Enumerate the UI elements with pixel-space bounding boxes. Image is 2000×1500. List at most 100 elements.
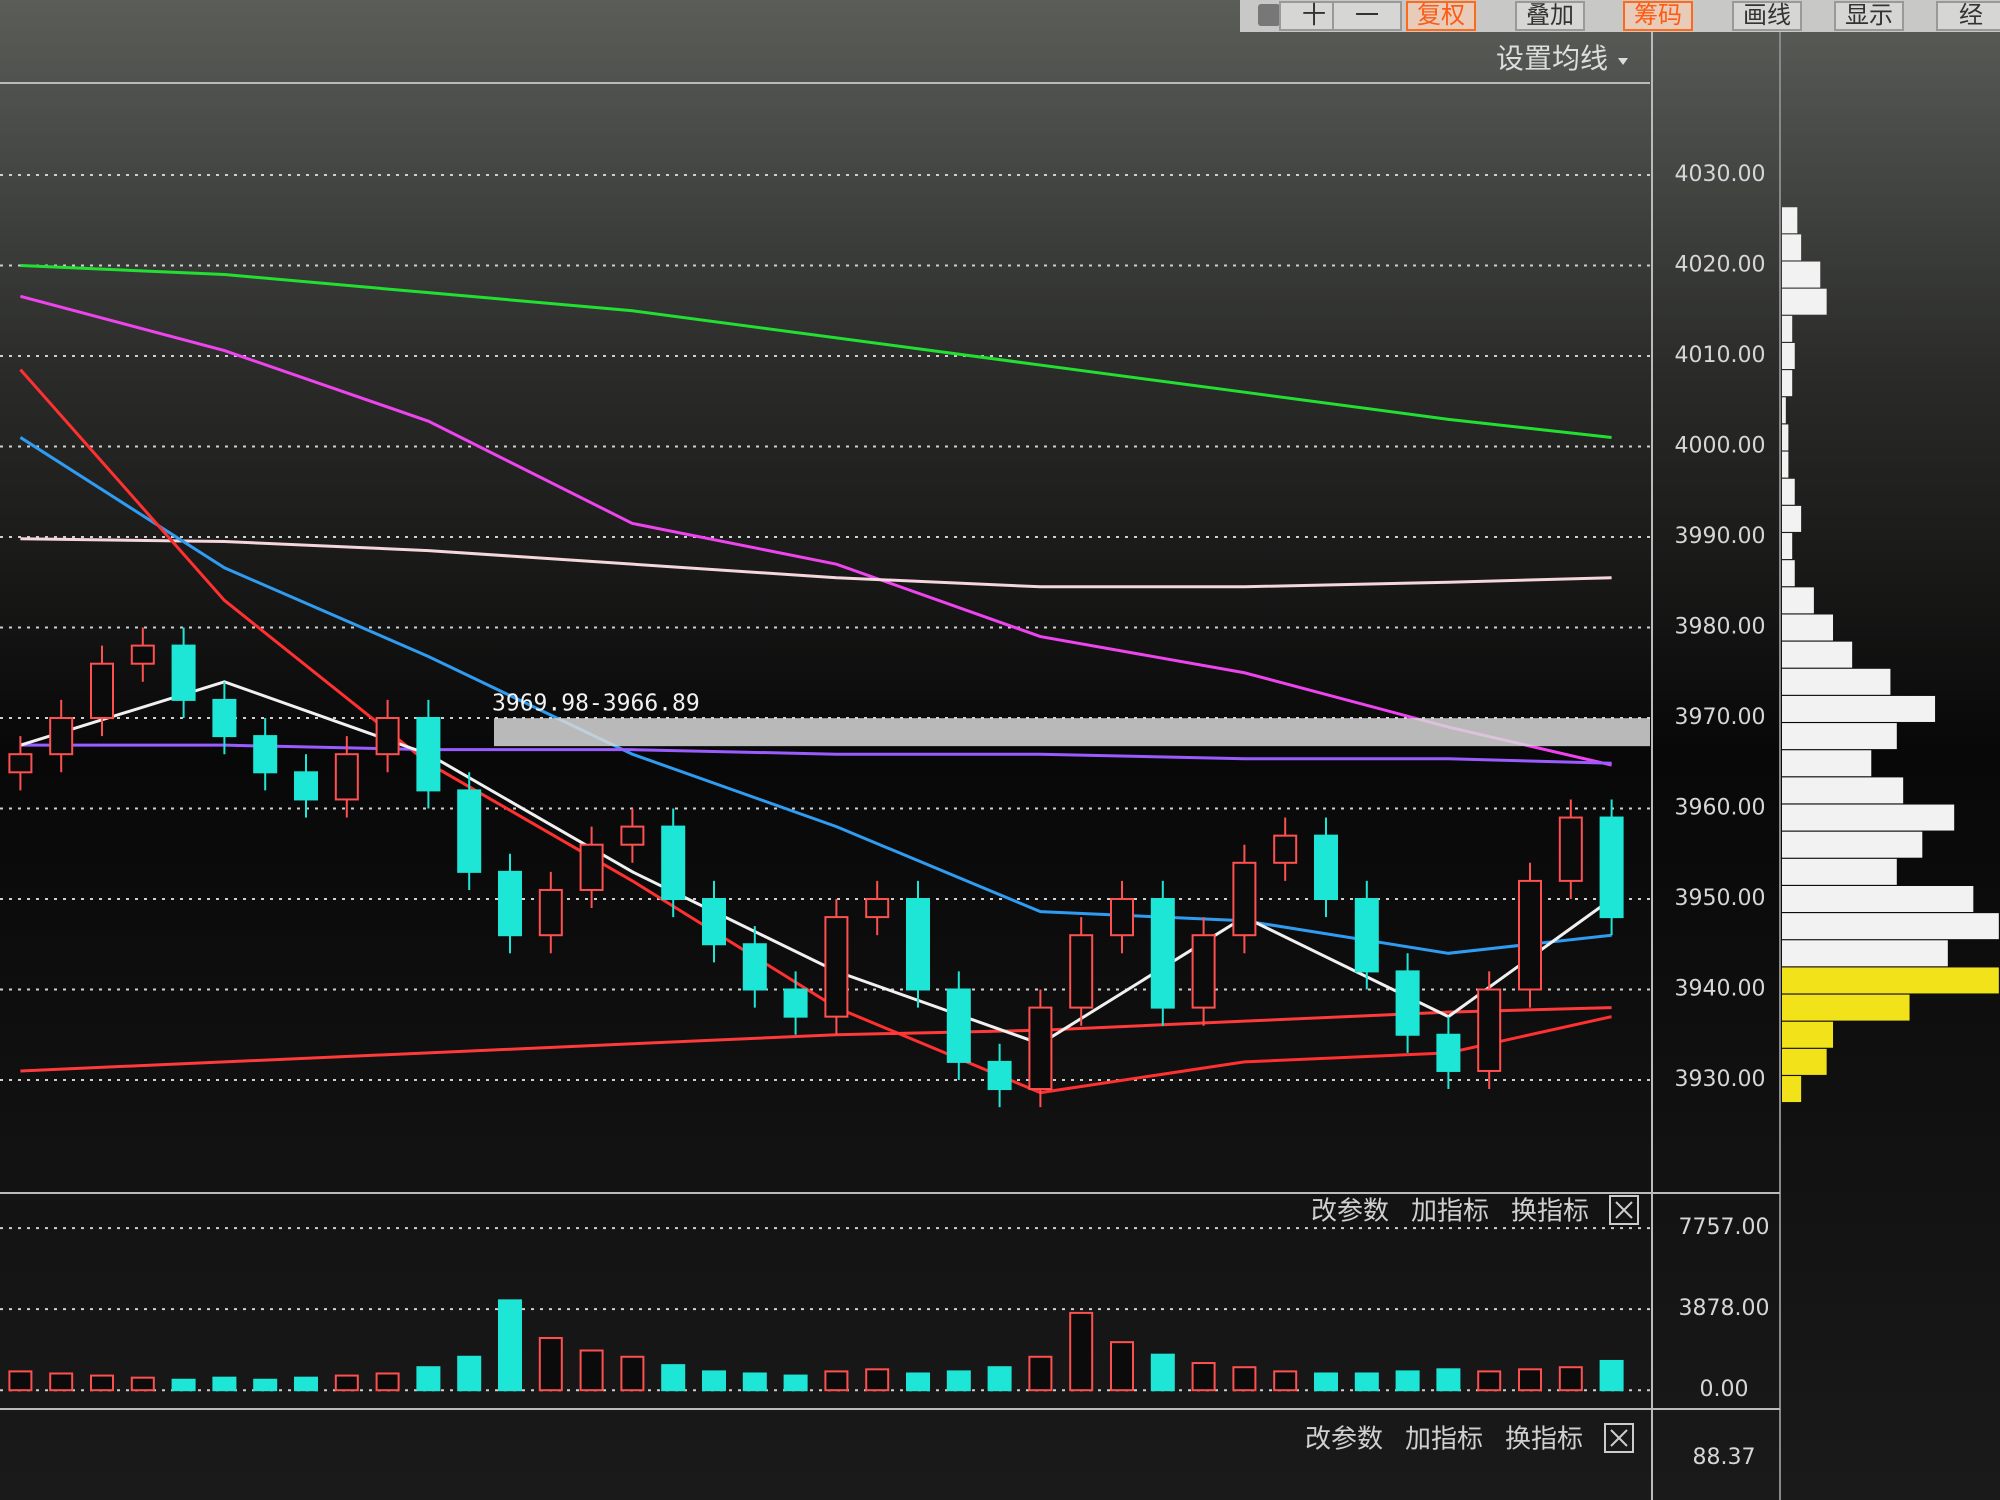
- candle-body: [90, 662, 114, 720]
- volume-bar: [49, 1372, 74, 1392]
- candle-body: [49, 717, 74, 756]
- candle-body: [253, 735, 278, 774]
- candle-body: [1273, 834, 1298, 864]
- candle-body: [294, 771, 318, 801]
- close-icon: [1615, 1201, 1633, 1219]
- candle-body: [416, 717, 441, 792]
- volume-bar: [579, 1349, 604, 1392]
- volume-bar: [416, 1366, 441, 1392]
- y-tick-label: 3980.00: [1675, 615, 1766, 640]
- lower-tick-label: 88.37: [1693, 1445, 1756, 1470]
- pane-button[interactable]: 加指标: [1411, 1197, 1489, 1227]
- zone-label: 3969.98-3966.89: [492, 691, 700, 717]
- volume-bar: [1599, 1359, 1624, 1392]
- candle-body: [1110, 898, 1134, 937]
- ma-setting[interactable]: 设置均线: [1496, 42, 1608, 75]
- candle-body: [1599, 816, 1624, 919]
- pane-button[interactable]: 换指标: [1511, 1197, 1589, 1227]
- volume-bar: [620, 1355, 645, 1392]
- candle-body: [130, 644, 155, 665]
- volume-bar: [457, 1355, 482, 1392]
- candle-body: [579, 843, 604, 891]
- volume-bar: [1150, 1353, 1175, 1392]
- candle-body: [171, 644, 196, 701]
- toolbar-label: 画线: [1743, 1, 1791, 29]
- chip-bar: [1782, 533, 1793, 560]
- volume-bar: [906, 1372, 930, 1392]
- toolbar-label: 显示: [1845, 1, 1893, 29]
- candle-body: [1395, 970, 1420, 1036]
- chip-bar: [1782, 315, 1793, 342]
- candle-body: [1069, 934, 1094, 1009]
- volume-bar: [702, 1370, 726, 1392]
- toolbar-button[interactable]: [1936, 1, 2000, 31]
- toolbar-label: 复权: [1417, 1, 1465, 29]
- chip-bar: [1782, 424, 1789, 451]
- chip-bar: [1782, 261, 1821, 288]
- volume-bar: [375, 1372, 400, 1392]
- y-tick-label: 4010.00: [1675, 343, 1766, 368]
- volume-bar: [865, 1368, 890, 1392]
- volume-bar: [1518, 1368, 1542, 1392]
- close-button[interactable]: [1604, 1423, 1634, 1453]
- toolbar-icon[interactable]: [1258, 4, 1280, 26]
- chip-bar: [1782, 777, 1904, 804]
- ma-line: [20, 743, 1612, 765]
- volume-bar: [253, 1378, 278, 1392]
- pane-button[interactable]: 加指标: [1405, 1425, 1483, 1455]
- chip-bar: [1782, 886, 1974, 912]
- candle-body: [1191, 934, 1216, 1009]
- toolbar-button[interactable]: [1406, 1, 1476, 31]
- candle-body: [212, 698, 237, 738]
- volume-bar: [538, 1336, 563, 1392]
- candle-body: [1232, 861, 1257, 937]
- volume-bar: [90, 1374, 114, 1392]
- y-tick-label: 4020.00: [1675, 253, 1766, 278]
- pane-button[interactable]: 改参数: [1305, 1425, 1383, 1455]
- toolbar-button[interactable]: [1834, 1, 1904, 31]
- toolbar-button[interactable]: [1732, 1, 1802, 31]
- pane-button[interactable]: 换指标: [1505, 1425, 1583, 1455]
- volume-bar: [783, 1374, 808, 1392]
- close-button[interactable]: [1609, 1195, 1639, 1225]
- volume-bar: [661, 1364, 686, 1392]
- toolbar-label: 经: [1959, 1, 1983, 29]
- toolbar-button[interactable]: [1332, 1, 1402, 31]
- chip-bar: [1782, 723, 1897, 750]
- chip-bar: [1782, 587, 1814, 614]
- candle-body: [865, 898, 890, 919]
- volume-bar: [1110, 1341, 1134, 1392]
- candle-body: [1558, 816, 1583, 882]
- volume-bar: [294, 1376, 318, 1392]
- volume-bar: [1273, 1370, 1298, 1392]
- volume-bar: [334, 1374, 359, 1392]
- candle-body: [1028, 1006, 1053, 1091]
- volume-bar: [1477, 1370, 1502, 1392]
- ma-line: [20, 294, 1612, 767]
- chip-bar: [1782, 1048, 1827, 1075]
- candle-body: [1354, 898, 1379, 973]
- pane-button[interactable]: 改参数: [1311, 1197, 1389, 1227]
- chip-bar: [1782, 478, 1795, 505]
- chip-bar: [1782, 695, 1936, 722]
- chip-bar: [1782, 614, 1834, 641]
- ma-line: [20, 264, 1612, 439]
- dropdown-arrow: [1618, 58, 1628, 65]
- candle-body: [1518, 879, 1542, 991]
- chip-bar: [1782, 397, 1786, 424]
- volume-bar: [1314, 1372, 1338, 1392]
- y-tick-label: 3878.00: [1679, 1296, 1770, 1321]
- close-icon: [1610, 1429, 1628, 1447]
- toolbar-label: 十: [1302, 1, 1326, 29]
- chip-bar: [1782, 641, 1853, 668]
- y-tick-label: 7757.00: [1679, 1215, 1770, 1240]
- volume-bar: [1354, 1372, 1379, 1392]
- toolbar-button[interactable]: [1515, 1, 1585, 31]
- candle-body: [742, 943, 767, 991]
- toolbar-button[interactable]: [1623, 1, 1693, 31]
- chip-bar: [1782, 207, 1798, 234]
- candle-body: [824, 916, 849, 1018]
- volume-bar: [987, 1366, 1012, 1392]
- chip-bar: [1782, 505, 1802, 532]
